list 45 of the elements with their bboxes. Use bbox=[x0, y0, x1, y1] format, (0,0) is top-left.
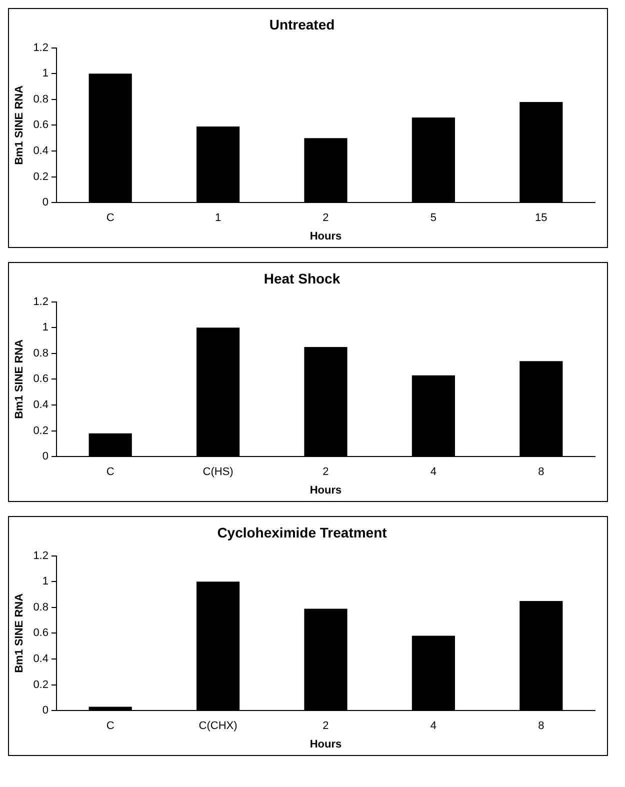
x-tick-label: C(CHX) bbox=[198, 720, 238, 732]
y-tick-label: 0.2 bbox=[33, 424, 48, 437]
y-tick-label: 1 bbox=[42, 68, 48, 80]
x-axis-title: Hours bbox=[310, 738, 342, 750]
x-tick-label: 2 bbox=[322, 720, 329, 732]
y-axis-title: Bm1 SINE RNA bbox=[14, 85, 26, 165]
x-axis-title: Hours bbox=[310, 484, 342, 496]
x-tick-label: C bbox=[106, 212, 114, 224]
y-axis-title: Bm1 SINE RNA bbox=[14, 593, 26, 673]
y-tick-label: 0.6 bbox=[33, 373, 48, 386]
y-tick-label: 0.4 bbox=[33, 399, 48, 412]
chart-title: Heat Shock bbox=[264, 270, 340, 286]
x-tick-label: 1 bbox=[214, 212, 222, 224]
y-tick-label: 1.2 bbox=[33, 42, 48, 54]
y-tick-label: 1 bbox=[42, 322, 48, 334]
y-tick-label: 0 bbox=[42, 704, 48, 717]
y-tick-label: 0.4 bbox=[33, 145, 48, 158]
y-tick-label: 0.2 bbox=[33, 170, 48, 183]
y-tick-label: 0.2 bbox=[33, 678, 48, 691]
y-tick-label: 0.8 bbox=[33, 93, 48, 106]
x-tick-label: 5 bbox=[430, 212, 437, 224]
y-tick-label: 1 bbox=[42, 576, 48, 588]
x-tick-label: C bbox=[106, 466, 114, 478]
x-axis-title: Hours bbox=[310, 230, 342, 242]
y-tick-label: 1.2 bbox=[33, 296, 48, 308]
y-tick-label: 0.6 bbox=[33, 627, 48, 640]
y-tick-label: 0.8 bbox=[33, 601, 48, 614]
x-tick-label: 2 bbox=[322, 466, 329, 478]
x-tick-label: 8 bbox=[538, 466, 544, 478]
chart-title: Cycloheximide Treatment bbox=[217, 524, 388, 540]
x-tick-label: 4 bbox=[430, 720, 437, 732]
x-tick-label: C bbox=[106, 720, 114, 732]
y-tick-label: 1.2 bbox=[33, 550, 48, 562]
x-tick-label: 8 bbox=[538, 720, 544, 732]
y-tick-label: 0 bbox=[42, 196, 48, 209]
x-tick-label: 2 bbox=[322, 212, 329, 224]
y-tick-label: 0.4 bbox=[33, 653, 48, 666]
y-tick-label: 0.6 bbox=[33, 119, 48, 132]
y-axis-title: Bm1 SINE RNA bbox=[14, 339, 26, 419]
y-tick-label: 0.8 bbox=[33, 347, 48, 360]
x-tick-label: 4 bbox=[430, 466, 437, 478]
x-tick-label: C(HS) bbox=[202, 466, 234, 478]
x-tick-label: 15 bbox=[535, 212, 548, 224]
y-tick-label: 0 bbox=[42, 450, 48, 463]
chart-title: Untreated bbox=[269, 16, 335, 32]
